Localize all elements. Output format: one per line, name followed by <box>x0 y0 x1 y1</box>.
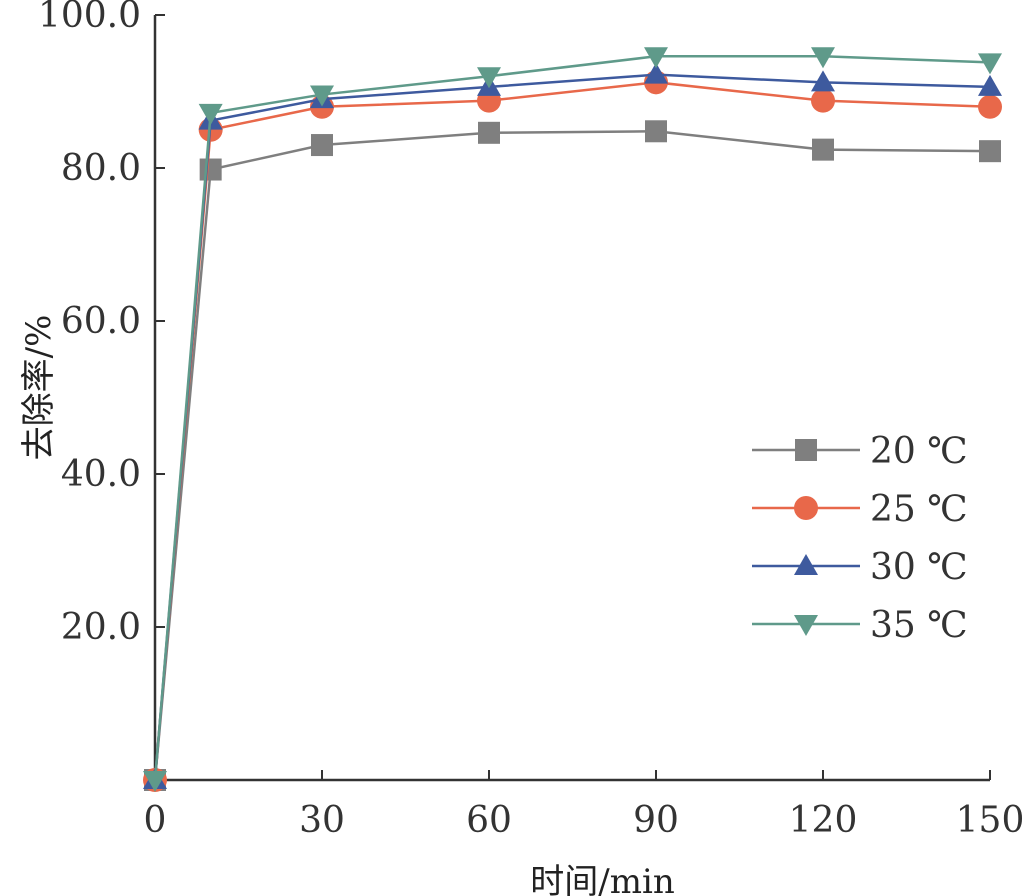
data-point <box>812 138 834 161</box>
legend-item: 30 ℃ <box>752 547 968 588</box>
legend-label: 35 ℃ <box>870 605 968 646</box>
x-axis-label: 时间/min <box>530 862 674 896</box>
data-point <box>795 439 817 461</box>
y-tick-label: 100.0 <box>38 0 141 36</box>
tick-group: 0 30 60 90 120 150 20.0 40.0 60.0 80.0 100.0 <box>38 0 1024 841</box>
data-point <box>143 771 167 792</box>
data-point <box>811 70 835 92</box>
data-point <box>198 103 223 125</box>
data-point <box>978 53 1002 75</box>
y-axis-label: 去除率/% <box>19 315 59 461</box>
data-point <box>978 94 1002 119</box>
data-point <box>310 85 334 107</box>
legend-item: 35 ℃ <box>752 605 968 646</box>
data-point <box>478 121 500 144</box>
series-line <box>153 130 991 781</box>
x-tick-label: 30 <box>299 800 345 841</box>
legend-label: 25 ℃ <box>870 489 968 530</box>
series-line <box>153 81 991 781</box>
y-tick-label: 40.0 <box>61 454 141 495</box>
y-tick-label: 20.0 <box>61 607 141 648</box>
series-3 <box>143 62 1002 789</box>
x-tick-label: 0 <box>144 800 167 841</box>
legend-item: 20 ℃ <box>752 431 968 472</box>
series-4 <box>143 47 1002 792</box>
x-tick-label: 120 <box>789 800 858 841</box>
data-point <box>811 88 835 113</box>
legend-label: 30 ℃ <box>870 547 968 588</box>
data-point <box>811 47 835 69</box>
x-tick-label: 60 <box>466 800 512 841</box>
legend-label: 20 ℃ <box>870 431 968 472</box>
legend-item: 25 ℃ <box>752 489 968 530</box>
series-line <box>153 73 991 781</box>
data-point <box>794 496 818 520</box>
data-point <box>794 615 818 636</box>
x-tick-label: 150 <box>956 800 1024 841</box>
data-point <box>794 554 818 575</box>
data-point <box>978 74 1002 96</box>
y-tick-label: 60.0 <box>61 301 141 342</box>
axes <box>153 15 990 782</box>
data-point <box>644 62 668 84</box>
data-point <box>645 120 667 143</box>
data-point <box>477 67 501 89</box>
data-point <box>311 134 333 157</box>
data-point <box>644 47 668 69</box>
legend: 20 ℃ 25 ℃ 30 ℃ 35 ℃ <box>752 431 968 646</box>
y-tick-label: 80.0 <box>61 148 141 189</box>
x-tick-label: 90 <box>633 800 679 841</box>
series-line <box>153 55 991 781</box>
data-point <box>979 140 1001 163</box>
data-point <box>199 158 222 181</box>
series-group <box>143 47 1002 792</box>
